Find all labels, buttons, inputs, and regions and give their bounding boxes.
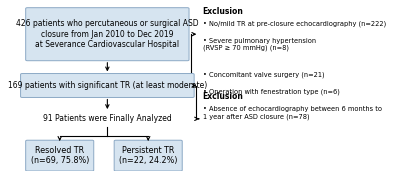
Text: Exclusion: Exclusion (203, 92, 244, 101)
Text: 426 patients who percutaneous or surgical ASD
closure from Jan 2010 to Dec 2019
: 426 patients who percutaneous or surgica… (16, 19, 199, 49)
Text: Resolved TR
(n=69, 75.8%): Resolved TR (n=69, 75.8%) (30, 146, 89, 165)
Text: • Operation with fenestration type (n=6): • Operation with fenestration type (n=6) (203, 89, 340, 95)
Text: • No/mild TR at pre-closure echocardiography (n=222): • No/mild TR at pre-closure echocardiogr… (203, 21, 386, 27)
Text: Exclusion: Exclusion (203, 7, 244, 16)
Text: 91 Patients were Finally Analyzed: 91 Patients were Finally Analyzed (43, 114, 172, 123)
FancyBboxPatch shape (114, 140, 182, 171)
FancyBboxPatch shape (26, 8, 189, 61)
FancyBboxPatch shape (26, 140, 94, 171)
FancyBboxPatch shape (20, 74, 194, 97)
Text: Persistent TR
(n=22, 24.2%): Persistent TR (n=22, 24.2%) (119, 146, 178, 165)
Text: 169 patients with significant TR (at least moderate): 169 patients with significant TR (at lea… (8, 81, 207, 90)
Text: • Absence of echocardiography between 6 months to
1 year after ASD closure (n=78: • Absence of echocardiography between 6 … (203, 106, 382, 120)
Text: • Severe pulmonary hypertension
(RVSP ≥ 70 mmHg) (n=8): • Severe pulmonary hypertension (RVSP ≥ … (203, 38, 316, 51)
Text: • Concomitant valve surgery (n=21): • Concomitant valve surgery (n=21) (203, 72, 324, 78)
